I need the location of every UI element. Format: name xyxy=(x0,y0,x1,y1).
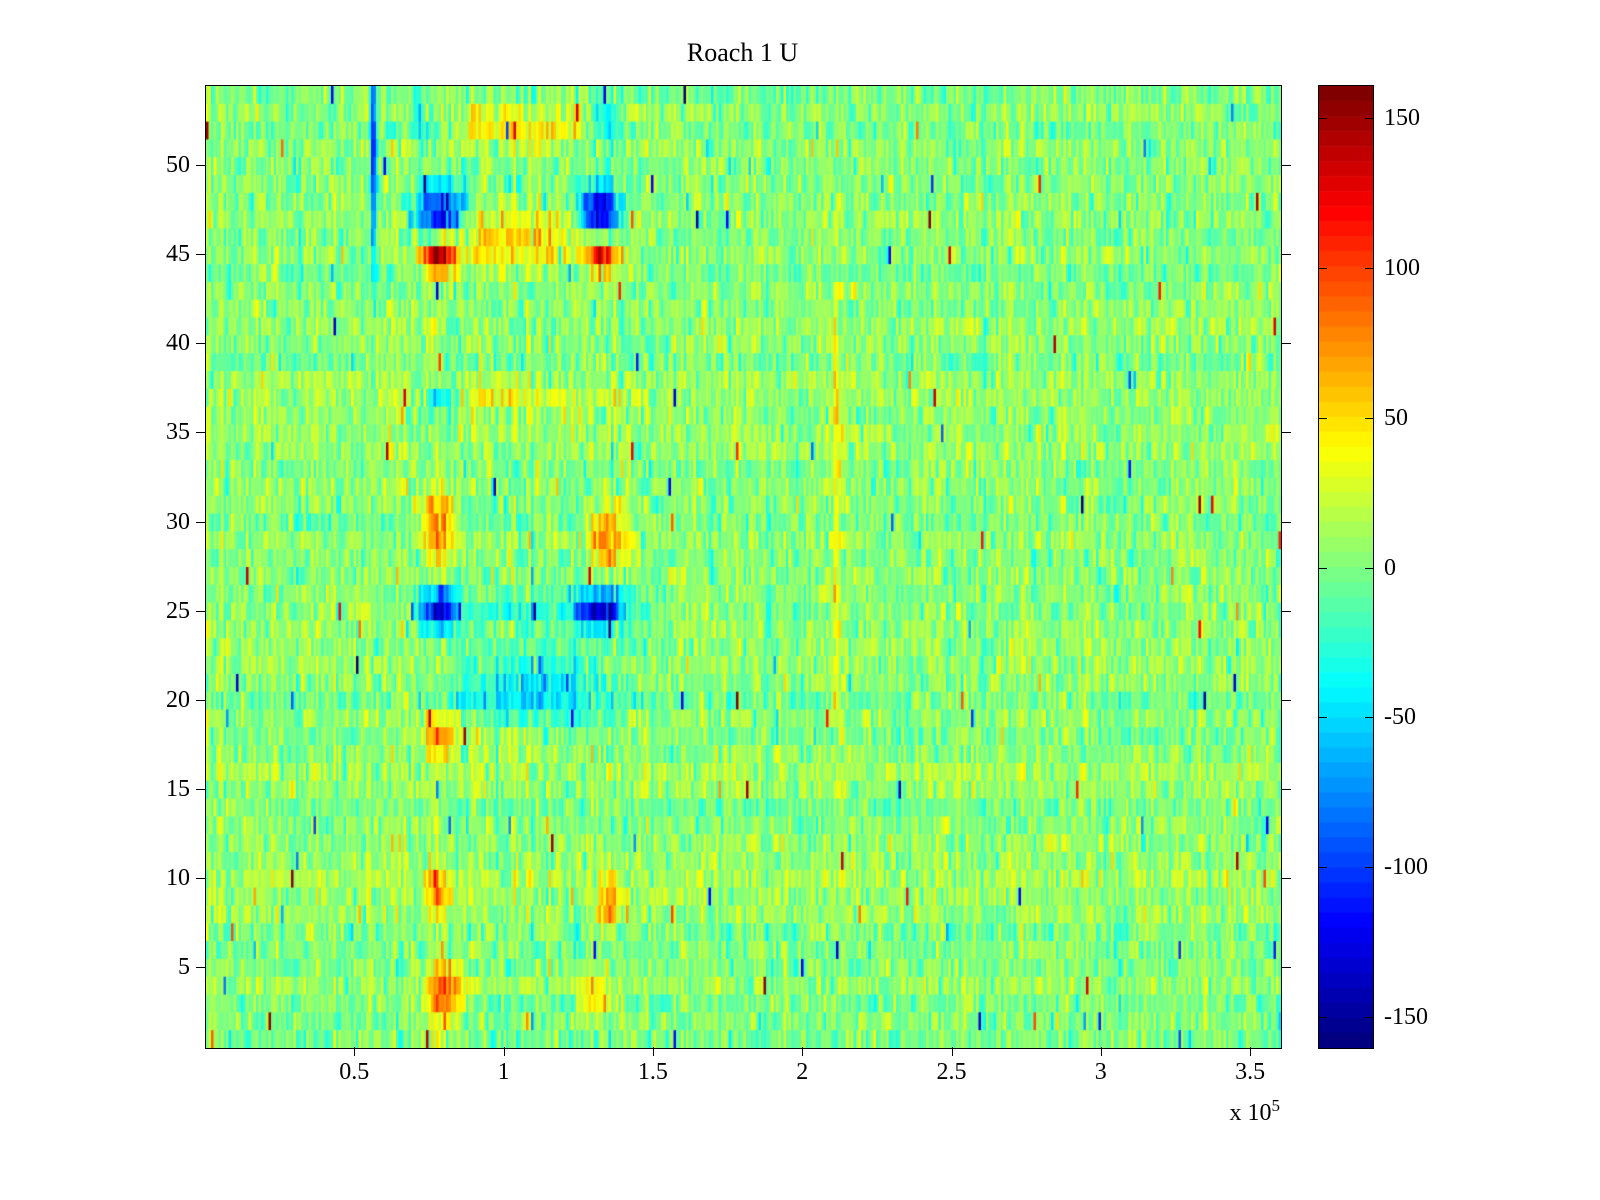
colorbar-tick-label: 0 xyxy=(1384,554,1396,581)
y-tick-label: 25 xyxy=(166,597,190,624)
x-tick-mark xyxy=(802,1047,804,1056)
colorbar-tick-label: -100 xyxy=(1384,854,1428,881)
y-tick-label: 30 xyxy=(166,508,190,535)
x-tick-label: 1.5 xyxy=(637,1059,668,1085)
y-tick-label: 50 xyxy=(166,152,190,179)
y-tick-mark-left xyxy=(196,788,205,790)
heatmap-canvas xyxy=(205,85,1282,1049)
colorbar-tick-mark-right xyxy=(1365,267,1373,269)
colorbar-tick-mark-right xyxy=(1365,717,1373,719)
colorbar-tick-mark-left xyxy=(1319,267,1327,269)
y-tick-label: 35 xyxy=(166,419,190,446)
y-tick-mark-left xyxy=(196,343,205,345)
y-tick-mark-left xyxy=(196,432,205,434)
x-tick-label: 1 xyxy=(497,1059,510,1085)
colorbar-tick-mark-left xyxy=(1319,118,1327,119)
colorbar-tick-label: 100 xyxy=(1384,254,1420,281)
colorbar-tick-label: 50 xyxy=(1384,404,1408,431)
y-tick-label: 10 xyxy=(166,864,190,891)
y-tick-mark-right xyxy=(1282,699,1291,701)
colorbar-tick-mark-right xyxy=(1365,867,1373,869)
y-tick-mark-left xyxy=(196,165,205,167)
y-tick-mark-right xyxy=(1282,966,1291,968)
y-tick-mark-left xyxy=(196,699,205,701)
y-tick-mark-left xyxy=(196,521,205,523)
colorbar-tick-mark-left xyxy=(1319,1017,1327,1018)
colorbar-tick-mark-right xyxy=(1365,417,1373,419)
colorbar-tick-mark-left xyxy=(1319,717,1327,719)
x-tick-mark xyxy=(354,1047,356,1056)
y-tick-mark-left xyxy=(196,610,205,612)
x-exponent-prefix: x 10 xyxy=(1229,1100,1272,1126)
y-tick-mark-right xyxy=(1282,610,1291,612)
x-exponent-power: 5 xyxy=(1271,1096,1281,1115)
x-tick-mark xyxy=(503,1047,505,1056)
colorbar-tick-mark-right xyxy=(1365,118,1373,119)
x-tick-mark xyxy=(652,1047,654,1056)
x-tick-label: 0.5 xyxy=(339,1059,370,1085)
colorbar-tick-mark-left xyxy=(1319,417,1327,419)
y-tick-mark-left xyxy=(196,254,205,256)
y-tick-mark-right xyxy=(1282,432,1291,434)
colorbar-tick-mark-right xyxy=(1365,567,1373,569)
y-tick-label: 15 xyxy=(166,775,190,802)
x-tick-label: 2 xyxy=(796,1059,809,1085)
x-tick-mark xyxy=(951,1047,953,1056)
colorbar-tick-mark-left xyxy=(1319,567,1327,569)
y-tick-mark-left xyxy=(196,877,205,879)
colorbar-tick-label: -50 xyxy=(1384,704,1416,731)
colorbar-tick-mark-left xyxy=(1319,867,1327,869)
colorbar-tick-label: 150 xyxy=(1384,105,1420,131)
y-tick-mark-right xyxy=(1282,877,1291,879)
y-tick-mark-right xyxy=(1282,343,1291,345)
y-tick-mark-right xyxy=(1282,254,1291,256)
x-tick-label: 2.5 xyxy=(936,1059,967,1085)
y-tick-label: 5 xyxy=(178,953,190,980)
x-axis-exponent: x 105 xyxy=(1080,1096,1281,1127)
x-tick-label: 3.5 xyxy=(1235,1059,1266,1085)
y-tick-mark-left xyxy=(196,966,205,968)
x-tick-mark xyxy=(1250,1047,1252,1056)
colorbar xyxy=(1318,85,1374,1049)
y-tick-label: 40 xyxy=(166,330,190,357)
colorbar-tick-label: -150 xyxy=(1384,1004,1428,1030)
y-tick-mark-right xyxy=(1282,521,1291,523)
colorbar-tick-mark-right xyxy=(1365,1017,1373,1018)
x-tick-label: 3 xyxy=(1094,1059,1107,1085)
x-tick-mark xyxy=(1100,1047,1102,1056)
y-tick-mark-right xyxy=(1282,788,1291,790)
chart-title: Roach 1 U xyxy=(686,38,799,67)
y-tick-label: 45 xyxy=(166,241,190,268)
y-tick-mark-right xyxy=(1282,165,1291,167)
y-tick-label: 20 xyxy=(166,686,190,713)
